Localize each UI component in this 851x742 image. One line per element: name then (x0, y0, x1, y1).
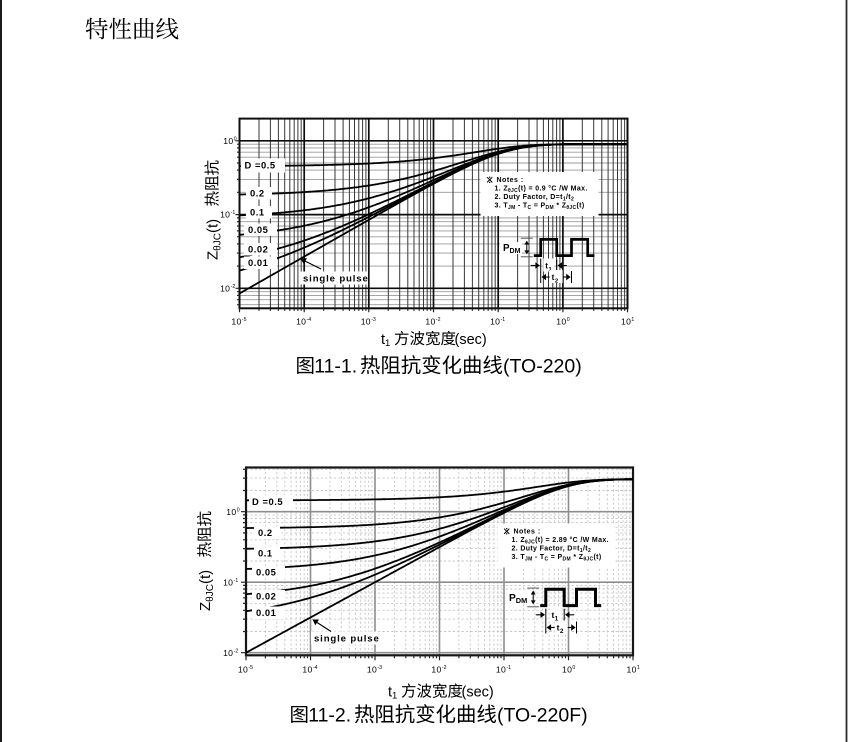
svg-text:10: 10 (302, 665, 312, 675)
svg-text:1: 1 (555, 615, 559, 622)
svg-text:0.01: 0.01 (256, 607, 276, 618)
svg-text:-5: -5 (242, 317, 247, 323)
svg-text:-4: -4 (313, 665, 318, 671)
svg-text:t1: t1 (381, 332, 390, 349)
svg-text:10: 10 (425, 317, 435, 327)
svg-text:10: 10 (562, 665, 572, 675)
svg-text:t1: t1 (388, 685, 397, 702)
svg-text:Notes :: Notes : (497, 177, 524, 184)
svg-text:(TO-220): (TO-220) (503, 356, 582, 378)
svg-text:Notes :: Notes : (514, 529, 541, 536)
svg-text:-3: -3 (371, 317, 376, 323)
svg-text:10: 10 (220, 210, 230, 220)
svg-text:(sec): (sec) (455, 332, 487, 348)
svg-text:-4: -4 (307, 317, 312, 323)
svg-text:t: t (552, 610, 555, 620)
svg-text:0: 0 (567, 317, 570, 323)
svg-text:0: 0 (572, 665, 575, 671)
svg-text:10: 10 (223, 136, 233, 146)
svg-text:-1: -1 (234, 578, 239, 584)
svg-text:D =0.5: D =0.5 (245, 160, 276, 171)
svg-text:PDM: PDM (509, 593, 527, 605)
svg-text:t: t (557, 623, 560, 633)
svg-text:1: 1 (637, 665, 640, 671)
svg-text:2: 2 (560, 628, 564, 635)
svg-text:2. Duty Factor, D=t1/t2: 2. Duty Factor, D=t1/t2 (512, 546, 592, 555)
svg-text:-2: -2 (436, 317, 441, 323)
svg-text:0.02: 0.02 (256, 591, 276, 602)
svg-text:0.2: 0.2 (250, 188, 265, 199)
svg-text:1: 1 (631, 317, 634, 323)
svg-text:10: 10 (627, 665, 637, 675)
svg-text:0: 0 (234, 136, 237, 142)
svg-text:0.1: 0.1 (250, 207, 265, 218)
svg-text:10: 10 (556, 317, 566, 327)
svg-text:-2: -2 (234, 648, 239, 654)
svg-text:single pulse: single pulse (303, 274, 369, 285)
svg-text:10: 10 (231, 317, 241, 327)
svg-text:0.05: 0.05 (256, 567, 276, 578)
svg-text:10: 10 (220, 284, 230, 294)
svg-text:11-1.: 11-1. (314, 356, 357, 378)
svg-text:10: 10 (226, 507, 236, 517)
svg-text:10: 10 (223, 577, 233, 587)
svg-text:1. ZθJC(t) = 0.9 °C /W Max.: 1. ZθJC(t) = 0.9 °C /W Max. (495, 185, 588, 195)
svg-text:10: 10 (496, 665, 506, 675)
svg-text:2: 2 (555, 279, 559, 285)
svg-text:10: 10 (238, 665, 248, 675)
svg-text:0.02: 0.02 (248, 244, 268, 255)
svg-text:-3: -3 (377, 665, 382, 671)
svg-text:10: 10 (367, 665, 377, 675)
svg-text:3. TJM - TC = PDM * ZθJC(t): 3. TJM - TC = PDM * ZθJC(t) (512, 554, 602, 563)
svg-text:-5: -5 (248, 665, 253, 671)
svg-text:10: 10 (361, 317, 371, 327)
svg-text:10: 10 (621, 317, 631, 327)
svg-text:10: 10 (431, 665, 441, 675)
svg-text:1. ZθJC(t) = 2.89 °C /W Max.: 1. ZθJC(t) = 2.89 °C /W Max. (512, 536, 609, 546)
svg-text:10: 10 (296, 317, 306, 327)
svg-text:-2: -2 (442, 665, 447, 671)
svg-text:11-2.: 11-2. (308, 705, 351, 727)
svg-text:2. Duty Factor, D=t1/t2: 2. Duty Factor, D=t1/t2 (495, 194, 575, 203)
svg-text:single pulse: single pulse (314, 634, 380, 645)
svg-text:t: t (545, 262, 548, 271)
svg-text:(sec): (sec) (462, 685, 494, 701)
svg-text:-1: -1 (231, 210, 236, 216)
svg-text:t: t (552, 273, 555, 282)
svg-text:-2: -2 (231, 284, 236, 290)
svg-text:-1: -1 (506, 665, 511, 671)
svg-text:(TO-220F): (TO-220F) (497, 705, 588, 727)
svg-text:10: 10 (223, 648, 233, 658)
svg-text:D =0.5: D =0.5 (252, 496, 283, 507)
svg-text:0.05: 0.05 (248, 224, 268, 235)
svg-text:3. TJM - TC = PDM * ZθJC(t): 3. TJM - TC = PDM * ZθJC(t) (495, 202, 585, 211)
svg-text:0.2: 0.2 (258, 527, 273, 538)
svg-text:-1: -1 (501, 317, 506, 323)
svg-text:10: 10 (490, 317, 500, 327)
svg-text:0.01: 0.01 (248, 257, 268, 268)
svg-text:0.1: 0.1 (258, 548, 273, 559)
svg-text:0: 0 (237, 507, 240, 513)
